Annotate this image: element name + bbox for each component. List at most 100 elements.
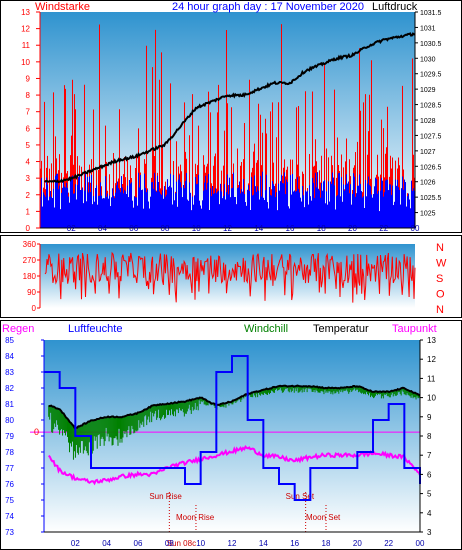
compass-label: O (436, 289, 445, 301)
wind-tick-label: 13 (21, 8, 30, 17)
time-tick-label: 22 (379, 224, 388, 233)
humidity-line (44, 355, 421, 501)
wind-tick-label: 3 (26, 174, 31, 183)
temp-tick-label: 8 (427, 432, 432, 441)
time-tick-label: 22 (384, 539, 393, 548)
wind-tick-label: 10 (21, 58, 30, 67)
time-tick-label: 06 (129, 224, 138, 233)
humidity-tick-label: 78 (5, 448, 14, 457)
time-tick-label: 18 (322, 539, 331, 548)
wind-tick-label: 5 (26, 141, 31, 150)
temp-tick-label: 13 (427, 336, 436, 345)
pressure-tick-label: 1030.5 (420, 41, 442, 48)
temp-tick-label: 6 (427, 470, 432, 479)
time-tick-label: 04 (102, 539, 111, 548)
wind-tick-label: 0 (26, 224, 31, 233)
temp-tick-label: 5 (427, 490, 432, 499)
time-tick-label: 10 (196, 539, 205, 548)
pressure-tick-label: 1025 (420, 211, 436, 218)
compass-label: W (436, 258, 447, 270)
wind-tick-label: 11 (22, 41, 31, 50)
humidity-tick-label: 73 (5, 528, 14, 537)
time-tick-label: 00 (411, 224, 420, 233)
wind-pressure-panel: Windstarke 24 hour graph day : 17 Novemb… (0, 0, 462, 233)
time-tick-label: 12 (223, 224, 232, 233)
wind-tick-label: 12 (21, 25, 30, 34)
pressure-tick-label: 1028.5 (420, 103, 442, 110)
temperature-legend: Temperatur (313, 323, 369, 335)
pressure-tick-label: 1029.5 (420, 72, 442, 79)
pressure-tick-label: 1025.5 (420, 195, 442, 202)
temperature-humidity-panel: Regen Luftfeuchte Windchill Temperatur T… (0, 320, 462, 550)
time-tick-label: 20 (353, 539, 362, 548)
astro-label: Moon Rise (176, 513, 215, 522)
temp-tick-label: 10 (427, 394, 436, 403)
time-tick-label: 16 (290, 539, 299, 548)
wind-tick-label: 1 (26, 207, 31, 216)
wind-tick-label: 4 (26, 158, 31, 167)
time-tick-label: 16 (286, 224, 295, 233)
time-tick-label: 20 (348, 224, 357, 233)
pressure-line (44, 32, 416, 184)
pressure-tick-label: 1026 (420, 180, 436, 187)
time-tick-label: 12 (228, 539, 237, 548)
pressure-tick-label: 1027.5 (420, 133, 442, 140)
time-tick-label: 14 (259, 539, 268, 548)
rain-legend: Regen (2, 323, 34, 335)
astro-label: Sun 08c (167, 539, 196, 548)
humidity-tick-label: 81 (5, 400, 14, 409)
astro-label: Sun Rise (149, 492, 182, 501)
wind-direction-line (44, 251, 416, 303)
astro-label: Moon Set (306, 513, 341, 522)
time-tick-label: 08 (161, 224, 170, 233)
time-tick-label: 10 (192, 224, 201, 233)
temp-tick-label: 9 (427, 413, 432, 422)
time-tick-label: 00 (416, 539, 425, 548)
pressure-tick-label: 1030 (420, 56, 436, 63)
direction-tick-label: 0 (32, 304, 37, 313)
pressure-tick-label: 1028 (420, 118, 436, 125)
direction-tick-label: 180 (23, 272, 37, 281)
wind-tick-label: 9 (26, 74, 31, 83)
humidity-tick-label: 83 (5, 368, 14, 377)
temp-tick-label: 12 (427, 355, 436, 364)
compass-label: N (436, 242, 444, 254)
humidity-tick-label: 79 (5, 432, 14, 441)
rain-zero-label: 0 (34, 427, 39, 437)
time-tick-label: 14 (254, 224, 263, 233)
direction-trace (44, 251, 416, 303)
wind-tick-label: 8 (26, 91, 31, 100)
windchill-legend: Windchill (244, 323, 288, 335)
pressure-tick-label: 1029 (420, 87, 436, 94)
temperature-line (48, 384, 421, 430)
wind-tick-label: 2 (26, 191, 31, 200)
humidity-tick-label: 75 (5, 496, 14, 505)
humidity-tick-label: 80 (5, 416, 14, 425)
humidity-tick-label: 77 (5, 464, 14, 473)
pressure-tick-label: 1031 (420, 25, 436, 32)
wind-title: Windstarke (35, 1, 90, 13)
time-tick-label: 02 (67, 224, 76, 233)
pressure-tick-label: 1026.5 (420, 164, 442, 171)
pressure-tick-label: 1031.5 (420, 10, 442, 17)
humidity-tick-label: 82 (5, 384, 14, 393)
time-tick-label: 18 (317, 224, 326, 233)
dewpoint-legend: Taupunkt (392, 323, 437, 335)
temp-tick-label: 11 (427, 374, 436, 383)
time-tick-label: 04 (98, 224, 107, 233)
graph-title: 24 hour graph day : 17 November 2020 (172, 1, 364, 13)
humidity-tick-label: 85 (5, 336, 14, 345)
temp-tick-label: 3 (427, 528, 432, 537)
time-tick-label: 08 (165, 539, 174, 548)
humidity-tick-label: 76 (5, 480, 14, 489)
humidity-tick-label: 84 (5, 352, 14, 361)
direction-tick-label: 270 (23, 256, 37, 265)
time-tick-label: 02 (71, 539, 80, 548)
humidity-legend: Luftfeuchte (68, 323, 122, 335)
time-tick-label: 06 (134, 539, 143, 548)
wind-bars (40, 24, 415, 228)
pressure-title: Luftdruck (372, 1, 418, 13)
temp-tick-label: 4 (427, 509, 432, 518)
